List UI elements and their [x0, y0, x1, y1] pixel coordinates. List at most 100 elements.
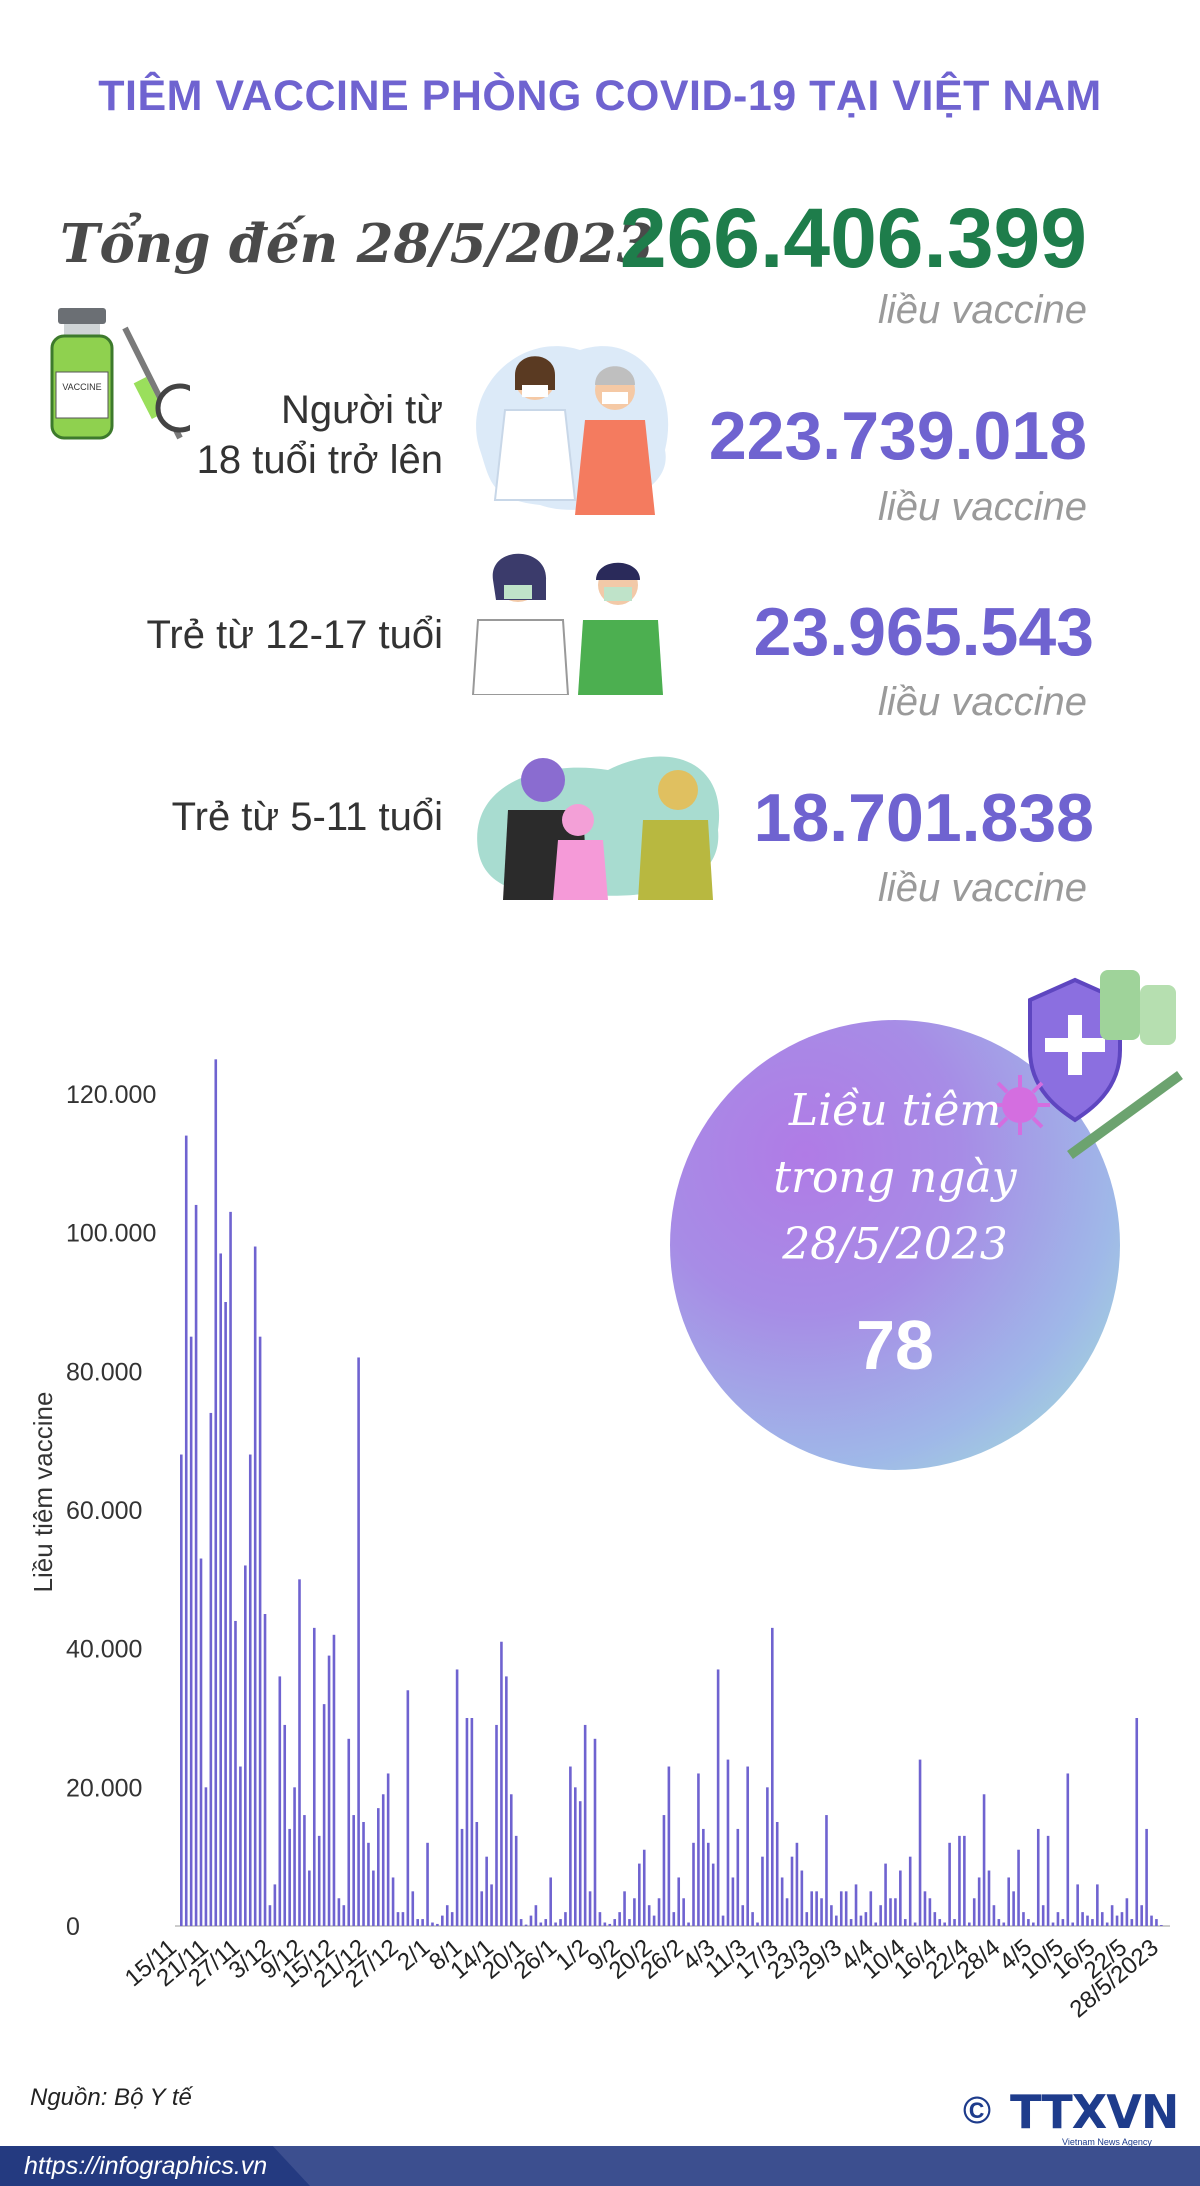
bar	[928, 1898, 932, 1926]
bar	[987, 1870, 991, 1926]
bar	[815, 1891, 818, 1926]
bar	[1130, 1919, 1134, 1926]
bar	[534, 1905, 538, 1926]
bar	[1150, 1915, 1153, 1926]
bar	[903, 1919, 907, 1926]
bar	[963, 1835, 966, 1926]
bar	[1135, 1718, 1139, 1926]
bar	[578, 1801, 582, 1926]
bar	[426, 1842, 429, 1926]
bar	[396, 1912, 400, 1926]
bar	[386, 1773, 390, 1926]
bar	[702, 1828, 705, 1926]
bar	[830, 1905, 833, 1926]
bar	[411, 1891, 415, 1926]
bar	[1032, 1922, 1035, 1926]
bar	[849, 1919, 853, 1926]
bar	[884, 1863, 887, 1926]
bar	[746, 1766, 749, 1926]
bar	[574, 1787, 577, 1926]
y-tick-label: 80.000	[66, 1358, 142, 1386]
bar	[889, 1898, 892, 1926]
bar	[682, 1898, 685, 1926]
bar	[194, 1204, 198, 1926]
total-label: Tổng đến 28/5/2023	[60, 213, 654, 275]
bar	[268, 1905, 272, 1926]
bar	[1027, 1919, 1030, 1926]
bar	[1071, 1922, 1075, 1926]
bar	[239, 1766, 242, 1926]
bar	[204, 1787, 208, 1926]
bar	[854, 1884, 858, 1926]
group-5-11-label: Trẻ từ 5-11 tuổi	[171, 795, 443, 839]
bar	[923, 1891, 927, 1926]
svg-text:VACCINE: VACCINE	[62, 382, 101, 392]
bar	[1096, 1884, 1099, 1926]
bar	[1076, 1884, 1079, 1926]
bar	[810, 1891, 813, 1926]
bar	[436, 1923, 439, 1926]
bar	[662, 1815, 666, 1926]
bar	[1086, 1915, 1089, 1926]
bar	[401, 1912, 405, 1926]
bar	[997, 1919, 1001, 1926]
bar	[982, 1794, 986, 1926]
bar	[258, 1336, 262, 1926]
bar	[731, 1877, 735, 1926]
bar	[263, 1614, 267, 1926]
bar	[977, 1877, 981, 1926]
bar	[874, 1922, 878, 1926]
footer-url[interactable]: https://infographics.vn	[24, 2152, 268, 2180]
bar	[470, 1718, 474, 1926]
bar	[529, 1915, 533, 1926]
bar	[795, 1842, 799, 1926]
bar	[588, 1891, 592, 1926]
bar	[1012, 1891, 1015, 1926]
bar	[879, 1905, 882, 1926]
bar	[544, 1919, 548, 1926]
daily-line2: trong ngày	[773, 1152, 1017, 1203]
bar	[687, 1922, 690, 1926]
virus-icon	[990, 1075, 1050, 1135]
bar	[716, 1669, 720, 1926]
bar	[514, 1835, 518, 1926]
bar	[317, 1835, 321, 1926]
bar	[825, 1815, 828, 1926]
bar	[445, 1905, 449, 1926]
ttxvn-logo: TTXVN	[1010, 2085, 1179, 2139]
bar	[1145, 1828, 1148, 1926]
bar	[583, 1724, 587, 1926]
teen-vaccination-illustration	[471, 553, 663, 695]
bar	[918, 1759, 922, 1926]
bar	[209, 1412, 213, 1926]
bar	[455, 1669, 459, 1926]
bar	[775, 1822, 779, 1926]
bar	[485, 1856, 488, 1926]
bar	[899, 1870, 902, 1926]
total-unit: liều vaccine	[877, 288, 1087, 332]
bar	[347, 1738, 351, 1926]
bar	[308, 1870, 311, 1926]
bar	[785, 1898, 789, 1926]
bar	[500, 1641, 503, 1926]
bar	[273, 1884, 277, 1926]
bar	[1125, 1898, 1129, 1926]
bar	[377, 1808, 380, 1926]
bar	[736, 1828, 740, 1926]
bar	[519, 1919, 523, 1926]
bar	[633, 1898, 636, 1926]
bar	[697, 1773, 700, 1926]
group-12-17-value: 23.965.543	[753, 594, 1094, 670]
bar	[992, 1905, 996, 1926]
bar	[948, 1842, 951, 1926]
bar	[248, 1454, 252, 1926]
bar	[800, 1870, 804, 1926]
y-tick-label: 40.000	[66, 1636, 142, 1664]
bar	[706, 1842, 710, 1926]
bar	[908, 1856, 912, 1926]
bar	[357, 1357, 360, 1926]
group-5-11-value: 18.701.838	[753, 780, 1094, 856]
bar	[244, 1565, 247, 1926]
bar	[790, 1856, 794, 1926]
bar	[421, 1919, 424, 1926]
